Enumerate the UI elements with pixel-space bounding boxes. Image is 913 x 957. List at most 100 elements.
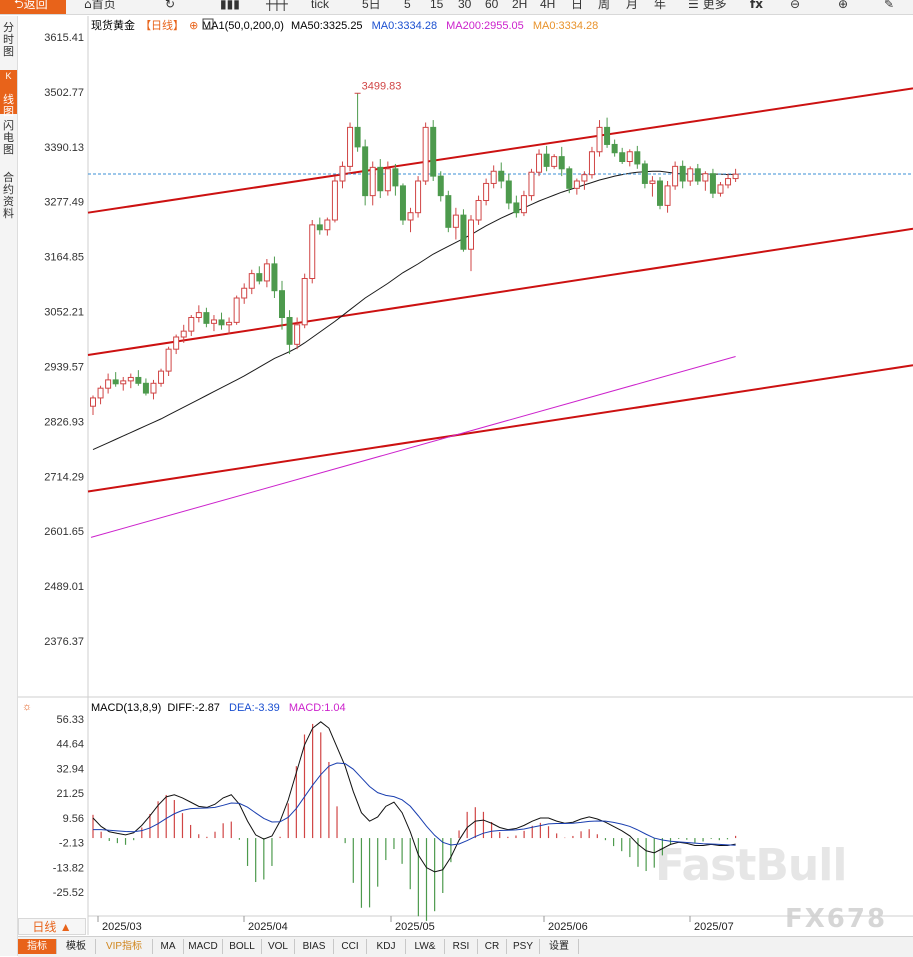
- candle-body: [377, 166, 384, 192]
- tab-vol[interactable]: VOL: [262, 939, 295, 954]
- formula-button[interactable]: fx: [750, 0, 763, 14]
- menu-icon: ☰: [688, 0, 703, 11]
- legend-symbol: 现货黄金: [91, 18, 135, 32]
- candles: [90, 93, 739, 415]
- tab-cci[interactable]: CCI: [334, 939, 367, 954]
- macd-settings-icon[interactable]: ☼: [22, 701, 32, 713]
- indicator-tabs: 指标 模板 VIP指标 MA MACD BOLL VOL BIAS CCI KD…: [18, 936, 913, 957]
- tab-macd[interactable]: MACD: [184, 939, 223, 954]
- macd-dea-line: [93, 762, 736, 846]
- period-5[interactable]: 5: [404, 0, 411, 11]
- back-button[interactable]: ⮌返回: [0, 0, 66, 14]
- tab-boll[interactable]: BOLL: [223, 939, 262, 954]
- period-30[interactable]: 30: [458, 0, 472, 11]
- period-60[interactable]: 60: [485, 0, 499, 11]
- zoom-in-icon: ⊕: [838, 0, 849, 11]
- period-month[interactable]: 月: [626, 0, 639, 11]
- x-tick-label: 2025/07: [694, 921, 734, 933]
- period-5day[interactable]: 5日: [362, 0, 381, 11]
- macd-value: MACD:1.04: [289, 702, 346, 714]
- period-4h[interactable]: 4H: [540, 0, 556, 11]
- candle-body: [301, 277, 308, 326]
- candle-body: [505, 180, 512, 204]
- candle-body: [241, 287, 248, 299]
- max-price-label: 3499.83: [362, 80, 402, 92]
- zoom-out-button[interactable]: ⊖: [790, 0, 800, 14]
- period-15[interactable]: 15: [430, 0, 444, 11]
- tab-rsi[interactable]: RSI: [445, 939, 478, 954]
- y-tick-label: 2826.93: [44, 416, 84, 428]
- y-tick-labels: 3615.41 3502.77 3390.13 3277.49 3164.85 3052.…: [44, 32, 84, 648]
- candle-body: [369, 166, 376, 197]
- tab-kdj[interactable]: KDJ: [367, 939, 406, 954]
- more-button[interactable]: ☰ 更多: [688, 0, 727, 14]
- period-2h[interactable]: 2H: [512, 0, 528, 11]
- legend-period: 【日线】: [140, 18, 184, 32]
- macd-tick-label: 9.56: [63, 813, 84, 825]
- candle-body: [271, 263, 278, 292]
- macd-diff: DIFF:-2.87: [167, 702, 220, 714]
- tab-templates[interactable]: 模板: [57, 939, 96, 954]
- candle-body: [558, 156, 565, 170]
- moving-averages: [88, 170, 913, 538]
- candle-body: [233, 297, 240, 323]
- candle-body: [649, 180, 656, 184]
- trendlines: [87, 87, 913, 493]
- refresh-button[interactable]: ↻: [165, 0, 175, 14]
- home-button[interactable]: ⌂首页: [84, 0, 116, 14]
- candle-body: [324, 219, 331, 231]
- macd-diff-line: [92, 721, 736, 873]
- trendline: [87, 87, 913, 214]
- candle-body: [551, 156, 558, 167]
- candle-type-button[interactable]: ┼┼┼: [266, 0, 288, 14]
- candle-body: [399, 185, 406, 221]
- tab-vip-indicators[interactable]: VIP指标: [96, 939, 153, 954]
- kline-chart[interactable]: 现货黄金 【日线】 ⊕ MA1(50,0,200,0) MA50:3325.25…: [0, 0, 913, 935]
- candle-body: [581, 174, 588, 182]
- candle-body: [362, 146, 369, 197]
- candle-body: [218, 319, 225, 326]
- candle-body: [142, 382, 149, 394]
- candle-body: [354, 126, 361, 148]
- period-day[interactable]: 日: [571, 0, 584, 11]
- period-year[interactable]: 年: [654, 0, 667, 11]
- tab-cr[interactable]: CR: [478, 939, 507, 954]
- nav-timeshare[interactable]: 分时图: [3, 22, 14, 58]
- legend-text: 现货黄金 【日线】 ⊕: [91, 18, 198, 32]
- candle-body: [626, 151, 633, 163]
- period-tick[interactable]: tick: [311, 0, 329, 11]
- candle-body: [513, 202, 520, 214]
- tab-psy[interactable]: PSY: [507, 939, 540, 954]
- candle-body: [173, 336, 180, 350]
- zoom-in-button[interactable]: ⊕: [838, 0, 848, 14]
- candle-body: [604, 126, 611, 145]
- draw-button[interactable]: ✎: [884, 0, 894, 14]
- ma50-line: [92, 170, 736, 451]
- candle-body: [339, 165, 346, 182]
- candle-body: [460, 214, 467, 250]
- legend-checkbox[interactable]: [202, 18, 214, 30]
- y-tick-label: 3615.41: [44, 32, 84, 44]
- x-tick-label: 2025/03: [102, 921, 142, 933]
- candle-body: [226, 321, 233, 326]
- tab-settings[interactable]: 设置: [540, 939, 579, 954]
- candle-body: [483, 182, 490, 202]
- top-toolbar: ⮌返回 ⌂首页 ↻ ▮▮▮ ┼┼┼ tick 5日 5 15 30 60 2H …: [0, 0, 913, 15]
- ma200-line: [90, 356, 736, 538]
- fx-icon: fx: [750, 0, 763, 11]
- tab-lw[interactable]: LW&: [406, 939, 445, 954]
- period-toggle-button[interactable]: 日线 ▲: [18, 918, 86, 935]
- nav-contract-info[interactable]: 合约资料: [3, 172, 14, 220]
- tab-ma[interactable]: MA: [153, 939, 184, 954]
- candle-body: [709, 173, 716, 194]
- tab-indicators[interactable]: 指标: [18, 939, 57, 954]
- candle-body: [679, 165, 686, 182]
- candle-body: [195, 312, 202, 318]
- period-week[interactable]: 周: [598, 0, 611, 11]
- chart-type-button[interactable]: ▮▮▮: [220, 0, 240, 14]
- nav-flash[interactable]: 闪电图: [3, 120, 14, 156]
- watermark-logo: FastBull: [655, 840, 847, 891]
- tab-bias[interactable]: BIAS: [295, 939, 334, 954]
